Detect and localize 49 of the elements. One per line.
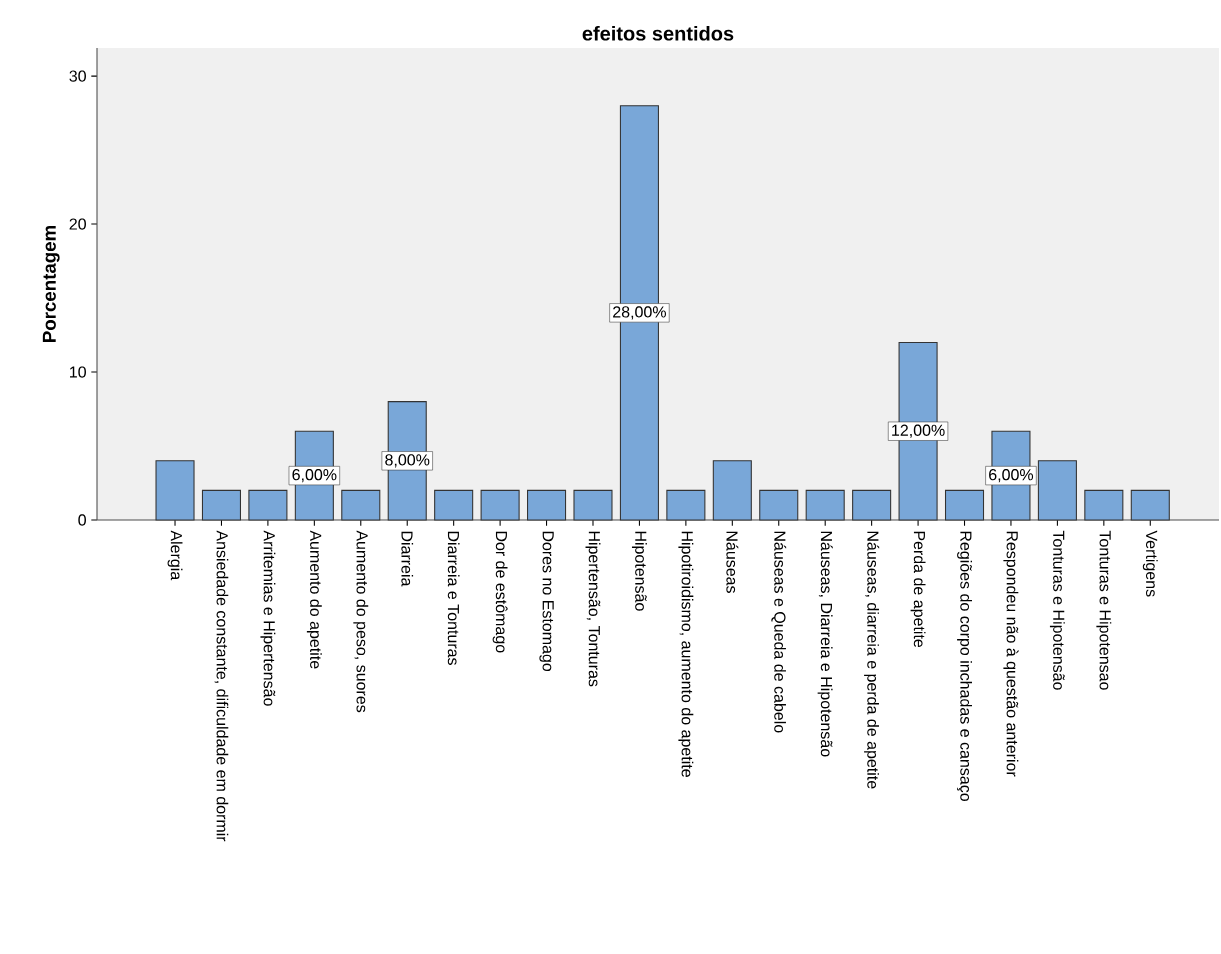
x-tick-label: Tonturas e Hipotensao <box>1096 530 1112 690</box>
y-tick-label: 10 <box>70 366 86 378</box>
x-tick-label: Diarreia e Tonturas <box>447 531 460 665</box>
x-tick-label: Dor de estômago <box>492 531 508 653</box>
bar <box>201 489 241 521</box>
x-tick-label: Dores no Estomago <box>539 531 554 672</box>
x-tick-label: Tonturas e Hipotensão <box>1049 530 1065 690</box>
x-tick-label: Alergia <box>167 530 183 581</box>
data-label: 28,00% <box>613 306 666 320</box>
bar <box>1130 489 1170 521</box>
x-tick-label: Náuseas, Diarreia e Hipotensão <box>817 531 833 757</box>
y-tick-label: 0 <box>78 514 86 526</box>
x-tick-label: Vertigens <box>1142 530 1158 597</box>
x-tick-label: Náuseas <box>726 531 739 593</box>
bar <box>1084 489 1124 521</box>
chart-title: efeitos sentidos <box>582 25 734 41</box>
y-axis-title: Porcentagem <box>42 226 60 342</box>
x-tick-label: Respondeu não à questão anterior <box>1003 531 1019 777</box>
bar <box>341 489 381 521</box>
bar <box>805 489 845 521</box>
x-tick-label: Perda de apetite <box>910 531 926 648</box>
x-tick-label: Hipotensão <box>631 531 647 611</box>
data-label: 6,00% <box>292 469 337 483</box>
x-tick-label: Náuseas, diarreia e perda de apetite <box>864 531 880 789</box>
bar <box>712 460 752 521</box>
x-tick-label: Hipertensão, Tonturas <box>585 531 601 687</box>
x-tick-label: Aumento do peso, suores <box>353 530 369 713</box>
data-label: 6,00% <box>989 469 1034 483</box>
x-tick-label: Aumento do apetite <box>306 530 322 669</box>
x-tick-label: Hipotiroidismo, aumento do apetite <box>678 531 694 777</box>
bar <box>944 489 985 521</box>
bar <box>852 489 892 521</box>
x-tick-label: Regiões do corpo inchadas e cansaço <box>957 531 972 801</box>
bar <box>155 460 195 521</box>
bar <box>527 489 567 521</box>
bar <box>573 489 613 521</box>
x-tick-label: Diarreia <box>401 531 414 587</box>
bar <box>759 489 799 521</box>
x-tick-label: Ansiedade constante, dificuldade em dormir <box>214 530 229 842</box>
y-tick-label: 30 <box>69 70 86 82</box>
bar <box>666 489 706 521</box>
bar <box>434 489 474 521</box>
data-label: 8,00% <box>385 454 430 468</box>
x-tick-label: Arritemias e Hipertensão <box>260 530 276 706</box>
bar <box>480 489 520 521</box>
x-tick-label: Náuseas e Queda de cabelo <box>771 531 787 733</box>
y-tick-label: 20 <box>69 218 86 230</box>
bar <box>248 489 288 521</box>
data-label: 12,00% <box>892 424 945 438</box>
